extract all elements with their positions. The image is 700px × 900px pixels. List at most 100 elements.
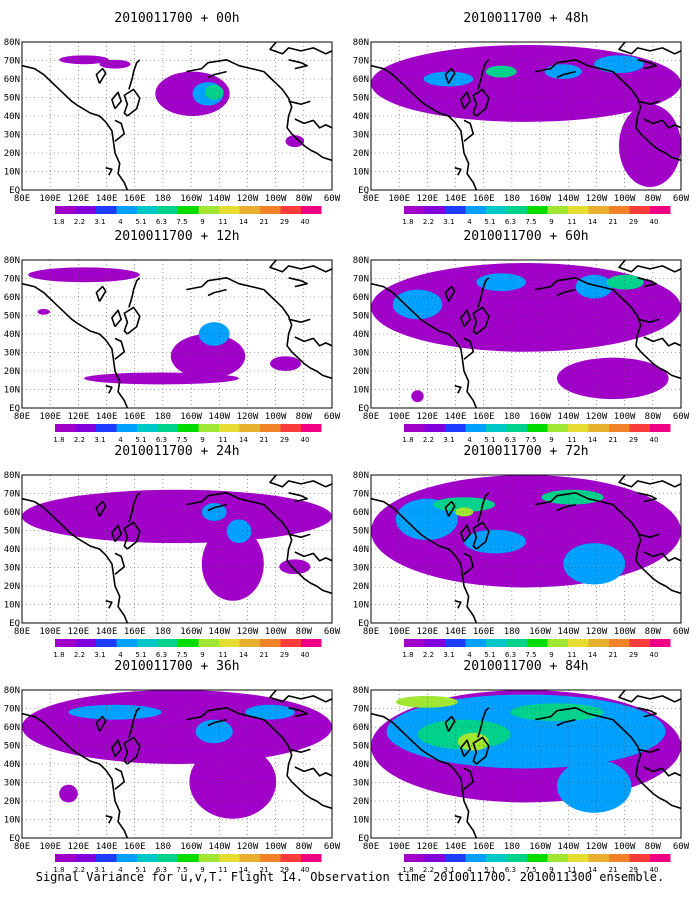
colorbar-label: 21 xyxy=(260,866,269,874)
variance-area xyxy=(226,519,252,544)
map-frame xyxy=(21,689,333,839)
colorbar-label: 29 xyxy=(629,866,638,874)
coastline-segment xyxy=(454,385,462,394)
x-tick-label: 120W xyxy=(586,412,608,422)
x-tick-label: 80E xyxy=(363,842,379,852)
x-tick-label: 120E xyxy=(68,842,90,852)
x-tick-label: 100E xyxy=(39,412,61,422)
coastline-segment xyxy=(637,748,660,754)
colorbar-label: 11 xyxy=(219,651,228,659)
coastline xyxy=(371,690,681,838)
variance-area xyxy=(423,71,474,87)
colorbar-swatch xyxy=(506,639,527,647)
colorbar-label: 3.1 xyxy=(443,651,454,659)
coastline-segment xyxy=(463,119,475,142)
x-tick-label: 140E xyxy=(96,412,118,422)
x-tick-label: 140E xyxy=(445,194,467,204)
x-tick-label: 180 xyxy=(155,842,171,852)
y-tick-label: 30N xyxy=(4,349,20,359)
coastline-segment xyxy=(556,288,576,297)
y-tick-label: 20N xyxy=(353,797,369,807)
colorbar-label: 7.5 xyxy=(525,436,536,444)
coastline-segment xyxy=(111,739,122,758)
colorbar-swatch xyxy=(198,206,219,214)
y-tick-label: 80N xyxy=(4,256,20,266)
y-tick-label: 40N xyxy=(4,545,20,555)
colorbar-swatch xyxy=(650,206,671,214)
colorbar-label: 2.2 xyxy=(423,866,434,874)
y-tick-label: 20N xyxy=(4,367,20,377)
colorbar-swatch xyxy=(260,206,281,214)
colorbar-swatch xyxy=(568,424,589,432)
coastline-segment xyxy=(114,119,126,142)
coastline-segment xyxy=(535,706,681,810)
x-tick-label: 180 xyxy=(504,627,520,637)
colorbar-label: 40 xyxy=(301,218,310,226)
map-frame xyxy=(21,259,333,409)
colorbar-swatch xyxy=(486,639,507,647)
y-tick-label: 30N xyxy=(353,779,369,789)
coastline-segment xyxy=(454,815,462,824)
coastline-segment xyxy=(556,503,576,512)
coastline-segment xyxy=(288,318,311,324)
coastline-segment xyxy=(637,277,658,288)
coastline-segment xyxy=(22,64,129,190)
x-tick-label: 120W xyxy=(237,412,259,422)
variance-area xyxy=(433,497,495,512)
coastline-segment xyxy=(22,712,129,838)
x-tick-label: 120W xyxy=(237,627,259,637)
x-tick-label: 160W xyxy=(180,627,202,637)
variance-area xyxy=(195,719,233,744)
colorbar-swatch xyxy=(219,424,240,432)
coastline-segment xyxy=(207,503,227,512)
colorbar-swatch xyxy=(609,206,630,214)
y-tick-label: 20N xyxy=(353,149,369,159)
x-tick-label: 160E xyxy=(473,194,495,204)
x-tick-label: 60W xyxy=(324,194,341,204)
colorbar-label: 3.1 xyxy=(94,651,105,659)
variance-area xyxy=(575,274,613,299)
coastline-segment xyxy=(535,276,681,380)
colorbar: 1.8 2.2 3.1 4 5.1 6.3 7.5 9 11 14 21 29 40 xyxy=(53,639,322,659)
y-tick-label: 30N xyxy=(353,349,369,359)
coastline-segment xyxy=(477,59,490,90)
variance-area xyxy=(37,308,50,315)
coastline-segment xyxy=(95,500,107,517)
variance-area xyxy=(395,695,458,708)
x-tick-label: 160E xyxy=(124,842,146,852)
colorbar: 1.8 2.2 3.1 4 5.1 6.3 7.5 9 11 14 21 29 40 xyxy=(53,206,322,226)
coastline-segment xyxy=(643,336,681,347)
colorbar-swatch xyxy=(280,854,301,862)
x-tick-label: 140W xyxy=(208,627,230,637)
x-tick-label: 80W xyxy=(645,412,662,422)
colorbar-swatch xyxy=(116,854,137,862)
colorbar-swatch xyxy=(219,206,240,214)
colorbar-swatch xyxy=(445,206,466,214)
map-frame xyxy=(370,474,682,624)
x-tick-label: 60W xyxy=(673,194,690,204)
colorbar-swatch xyxy=(280,424,301,432)
colorbar-label: 5.1 xyxy=(135,218,146,226)
colorbar-label: 6.3 xyxy=(156,218,167,226)
variance-area xyxy=(563,543,626,585)
colorbar-swatch xyxy=(96,206,117,214)
colorbar-swatch xyxy=(568,639,589,647)
coastline-segment xyxy=(460,309,472,328)
colorbar: 1.8 2.2 3.1 4 5.1 6.3 7.5 9 11 14 21 29 40 xyxy=(402,639,671,659)
colorbar-swatch xyxy=(404,206,425,214)
x-tick-label: 140E xyxy=(445,842,467,852)
colorbar-label: 1.8 xyxy=(402,651,413,659)
panel-title: 2010011700 + 84h xyxy=(463,659,588,674)
colorbar-swatch xyxy=(301,639,322,647)
coastline-segment xyxy=(460,739,472,758)
x-tick-label: 100W xyxy=(265,194,287,204)
x-tick-label: 180 xyxy=(504,194,520,204)
y-tick-label: EQ xyxy=(358,619,369,629)
coastline-segment xyxy=(371,712,478,838)
x-tick-label: 60W xyxy=(673,627,690,637)
colorbar-label: 11 xyxy=(219,218,228,226)
map-frame xyxy=(21,41,333,191)
colorbar-label: 6.3 xyxy=(505,866,516,874)
y-tick-label: 50N xyxy=(4,527,20,537)
y-tick-label: 80N xyxy=(4,38,20,48)
